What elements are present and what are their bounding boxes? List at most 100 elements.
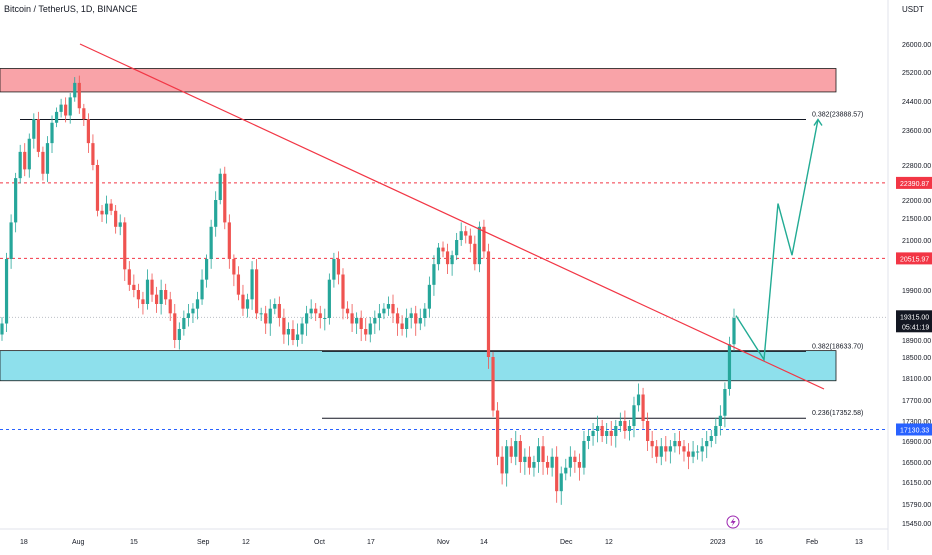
candle-body bbox=[123, 222, 127, 270]
candle-body bbox=[177, 329, 181, 340]
levels-layer bbox=[0, 119, 888, 430]
candle bbox=[541, 436, 545, 475]
candle bbox=[168, 291, 172, 322]
candle bbox=[4, 252, 9, 333]
candle bbox=[305, 305, 309, 336]
candle-body bbox=[414, 313, 418, 324]
candle bbox=[532, 455, 536, 477]
countdown-text: 05:41:19 bbox=[902, 324, 929, 331]
candle-body bbox=[136, 290, 140, 300]
candle-body bbox=[536, 446, 541, 462]
candle-body bbox=[100, 210, 104, 215]
candle bbox=[282, 308, 286, 344]
candle bbox=[505, 440, 509, 487]
candle-body bbox=[432, 264, 436, 285]
candle bbox=[495, 402, 500, 466]
candle bbox=[82, 103, 86, 127]
time-tick: Dec bbox=[560, 539, 573, 546]
candle bbox=[182, 310, 186, 336]
candle-body bbox=[473, 243, 477, 265]
candle bbox=[618, 412, 622, 432]
candle bbox=[382, 303, 386, 320]
candle bbox=[300, 317, 304, 344]
lightning-icon[interactable] bbox=[726, 515, 740, 529]
candle-body bbox=[273, 304, 277, 309]
candle-body bbox=[200, 279, 204, 300]
candle-body bbox=[427, 284, 431, 309]
candle bbox=[236, 266, 241, 301]
candle bbox=[400, 315, 404, 336]
candle bbox=[614, 419, 618, 448]
candle-body bbox=[9, 222, 13, 259]
price-badge-bg bbox=[896, 252, 932, 265]
candle bbox=[127, 261, 131, 291]
price-tick: 23600.00 bbox=[902, 128, 931, 135]
candle bbox=[64, 97, 68, 123]
candle-body bbox=[477, 226, 481, 265]
time-tick: 13 bbox=[855, 539, 863, 546]
candle bbox=[405, 308, 409, 338]
candle bbox=[441, 241, 445, 258]
candle-body bbox=[391, 304, 395, 314]
candle bbox=[345, 301, 350, 320]
price-badges: 22390.87 20515.97 17130.33 19315.00 05:41:19 bbox=[896, 176, 932, 436]
candle bbox=[214, 191, 218, 237]
candle bbox=[164, 283, 168, 305]
candle-body bbox=[482, 226, 486, 252]
candles-layer bbox=[0, 75, 736, 505]
candle-body bbox=[68, 97, 72, 116]
candle bbox=[609, 421, 613, 446]
candle-body bbox=[664, 446, 668, 452]
candle-body bbox=[186, 313, 191, 318]
candle bbox=[586, 430, 591, 450]
candle bbox=[77, 75, 81, 114]
candle-body bbox=[282, 318, 286, 335]
candle bbox=[355, 312, 359, 334]
candle bbox=[264, 305, 268, 334]
candle bbox=[277, 296, 281, 327]
candle-body bbox=[464, 231, 468, 236]
candle bbox=[646, 412, 650, 451]
time-tick: Aug bbox=[72, 539, 85, 546]
candle-body bbox=[505, 446, 509, 474]
candle-body bbox=[582, 441, 586, 468]
candle-body bbox=[445, 251, 450, 265]
candle bbox=[159, 279, 163, 315]
candle bbox=[291, 320, 295, 346]
price-tick: 18100.00 bbox=[902, 376, 931, 383]
candle-body bbox=[86, 119, 90, 144]
candle-body bbox=[50, 122, 54, 144]
candle bbox=[191, 303, 195, 323]
price-scale[interactable]: 26000.00 25200.00 24400.00 23600.00 22800.00… bbox=[902, 42, 931, 528]
candle bbox=[668, 440, 672, 464]
candle bbox=[295, 323, 300, 347]
candle-body bbox=[655, 446, 659, 457]
candle bbox=[227, 214, 231, 269]
candle bbox=[709, 430, 713, 448]
candle bbox=[323, 308, 327, 331]
time-scale[interactable]: 18 Aug 15 Sep 12 Oct 17 Nov 14 Dec 12 2023 16 Feb 13 bbox=[20, 539, 863, 546]
candle-body bbox=[127, 269, 131, 285]
time-tick: Nov bbox=[437, 539, 450, 546]
candle-body bbox=[204, 259, 209, 280]
candle bbox=[600, 419, 604, 443]
candle bbox=[659, 438, 663, 466]
candle-body bbox=[36, 119, 40, 152]
candle bbox=[491, 351, 495, 417]
candle bbox=[482, 219, 486, 259]
candle-body bbox=[209, 226, 213, 259]
candle bbox=[423, 303, 427, 327]
time-tick: Sep bbox=[197, 539, 210, 546]
candle-body bbox=[405, 318, 409, 329]
candle bbox=[100, 205, 104, 222]
candle-body bbox=[305, 313, 309, 324]
candle-body bbox=[232, 259, 236, 275]
candle-body bbox=[332, 259, 336, 280]
candle bbox=[255, 259, 259, 320]
candle bbox=[591, 423, 595, 446]
candle bbox=[700, 438, 704, 462]
candle bbox=[150, 273, 154, 302]
candle bbox=[627, 419, 632, 441]
